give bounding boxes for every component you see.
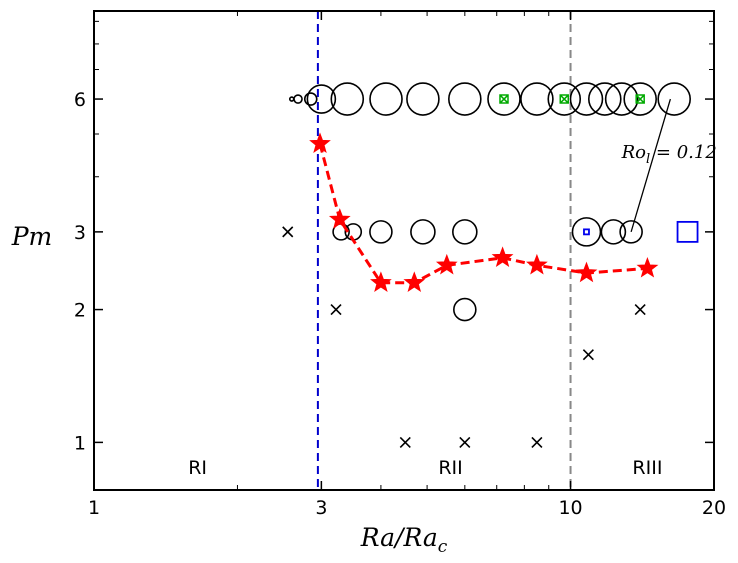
circle-marker: [657, 82, 691, 116]
star-marker: [636, 256, 659, 278]
circle-marker: [487, 82, 521, 116]
region-label: RIII: [632, 457, 662, 479]
region-labels: RI RII RIII: [188, 457, 662, 479]
star-marker: [491, 246, 514, 268]
annotation-value: = 0.12: [650, 142, 717, 163]
circle-marker: [369, 220, 393, 244]
circle-marker: [448, 82, 482, 116]
circle-marker: [410, 219, 436, 245]
cross-marker: [531, 436, 543, 448]
star-marker: [526, 253, 548, 275]
circle-marker: [571, 217, 602, 247]
y-tick-label: 2: [74, 300, 86, 322]
circle-marker: [306, 84, 337, 114]
circle-marker: [619, 220, 643, 244]
cross-marker: [399, 436, 411, 448]
x-tick-label: 10: [558, 497, 582, 519]
circle-marker: [406, 82, 440, 116]
x-tick-label: 3: [315, 497, 327, 519]
circle-marker: [369, 82, 403, 116]
x-axis-title-main: Ra/Ra: [360, 523, 438, 552]
cross-marker: [634, 304, 646, 316]
circle-marker: [330, 82, 365, 116]
circle-marker: [547, 82, 582, 116]
annotation-sub: l: [646, 152, 650, 167]
reference-lines: [316, 11, 572, 490]
circle-marker: [604, 82, 639, 116]
blue-square-marker: [676, 220, 699, 243]
y-axis-title: Pm: [11, 222, 53, 251]
annotation-rossby: Rol = 0.12: [621, 142, 717, 167]
data-series: [282, 82, 699, 448]
x-axis-title-sub: c: [438, 537, 448, 557]
circle-marker: [623, 82, 657, 116]
x-tick-label: 20: [702, 497, 726, 519]
cross-marker: [582, 349, 594, 361]
circle-marker: [452, 219, 478, 245]
circle-marker: [588, 82, 622, 116]
axis-ticks: 1 3 10 20 1 2 3 6: [74, 11, 726, 519]
circle-marker: [569, 82, 604, 116]
circle-marker: [293, 94, 303, 104]
y-tick-label: 6: [74, 89, 86, 111]
star-marker: [328, 208, 351, 229]
annotation-main: Ro: [621, 142, 647, 163]
annotations: Rol = 0.12: [621, 98, 717, 233]
x-tick-label: 1: [88, 497, 100, 519]
critical-pm-line: [318, 143, 648, 285]
star-marker: [309, 132, 331, 154]
star-marker: [575, 261, 598, 283]
x-axis-title: Ra/Rac: [360, 523, 448, 557]
plot-frame: [93, 10, 715, 491]
circle-marker: [520, 82, 554, 116]
star-marker: [370, 271, 392, 293]
cross-marker: [330, 304, 342, 316]
star-marker: [403, 271, 426, 293]
y-tick-label: 3: [74, 222, 86, 244]
green-x-marker: [635, 94, 645, 104]
green-x-marker: [499, 94, 509, 104]
y-tick-label: 1: [74, 432, 86, 454]
star-marker: [435, 253, 458, 275]
circle-marker: [303, 92, 318, 106]
circle-marker: [600, 219, 627, 245]
blue-square-marker: [583, 228, 590, 236]
region-label: RII: [438, 457, 462, 479]
green-x-marker: [559, 94, 569, 104]
cross-marker: [459, 436, 471, 448]
region-label: RI: [188, 457, 207, 479]
circle-marker: [453, 297, 477, 322]
circle-marker: [288, 96, 295, 102]
cross-marker: [282, 226, 294, 238]
annotation-pointer-line: [630, 98, 672, 233]
